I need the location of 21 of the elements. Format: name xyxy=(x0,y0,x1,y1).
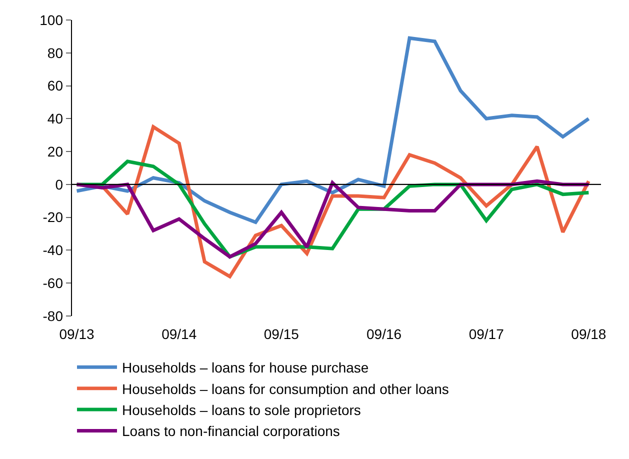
y-tick-label: 100 xyxy=(40,12,64,28)
legend-label: Households – loans for consumption and other loans xyxy=(122,380,449,397)
y-tick-label: -60 xyxy=(42,275,64,292)
x-tick-label: 09/13 xyxy=(59,326,94,342)
y-tick-label: 40 xyxy=(47,110,64,127)
y-tick-label: -80 xyxy=(42,308,64,324)
legend-label: Households – loans for house purchase xyxy=(122,360,369,376)
x-tick-label: 09/15 xyxy=(264,326,300,342)
line-series xyxy=(75,36,590,224)
legend-label: Loans to non-financial corporations xyxy=(122,423,340,440)
y-tick-label: 80 xyxy=(47,44,64,61)
y-tick-label: 20 xyxy=(47,143,64,160)
y-tick-label: -40 xyxy=(42,242,64,258)
x-tick-label: 09/14 xyxy=(162,326,197,342)
x-tick-label: 09/18 xyxy=(571,326,606,342)
y-tick-label: -20 xyxy=(42,209,64,226)
x-tick-label: 09/16 xyxy=(366,326,402,342)
legend-label: Households – loans to sole proprietors xyxy=(122,402,361,418)
y-tick-label: 0 xyxy=(55,176,64,192)
x-tick-label: 09/17 xyxy=(468,326,504,342)
y-tick-label: 60 xyxy=(47,78,64,94)
